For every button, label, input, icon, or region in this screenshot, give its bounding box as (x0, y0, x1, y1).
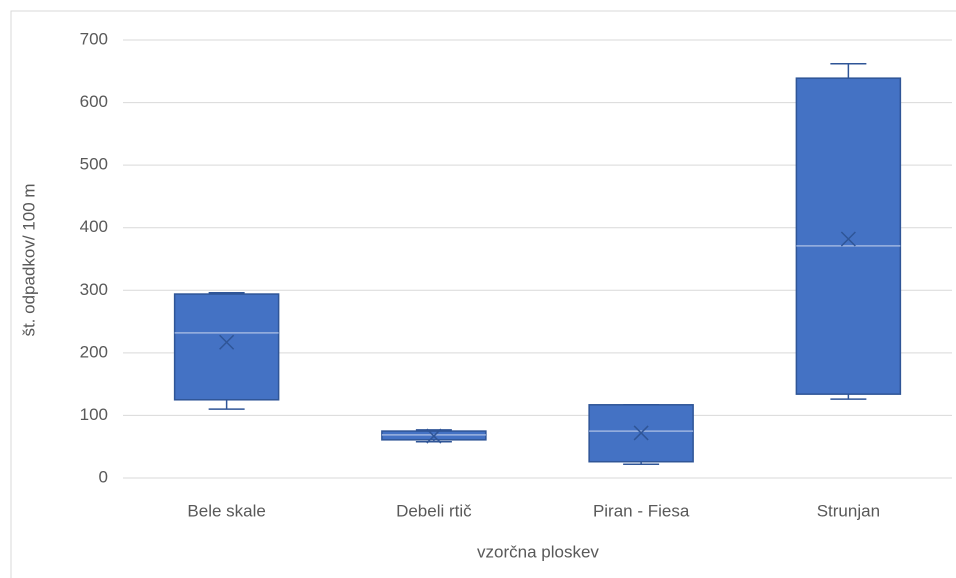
y-tick-label: 100 (80, 405, 108, 424)
y-axis-label: št. odpadkov/ 100 m (19, 183, 38, 336)
box (588, 404, 694, 463)
x-tick-label: Bele skale (187, 501, 265, 520)
box (795, 77, 902, 395)
mean-marker (633, 425, 649, 441)
y-tick-label: 300 (80, 280, 108, 299)
y-tick-label: 700 (80, 29, 108, 48)
y-tick-label: 600 (80, 92, 108, 111)
box (173, 293, 280, 401)
x-tick-label: Strunjan (817, 501, 880, 520)
x-tick-label: Debeli rtič (396, 501, 472, 520)
mean-marker (840, 231, 856, 247)
mean-marker (426, 428, 442, 444)
mean-marker (219, 334, 235, 350)
y-tick-label: 500 (80, 155, 108, 174)
y-tick-label: 0 (99, 467, 108, 486)
y-tick-label: 200 (80, 342, 108, 361)
x-axis-label: vzorčna ploskev (477, 542, 599, 561)
x-tick-label: Piran - Fiesa (593, 501, 690, 520)
y-tick-label: 400 (80, 217, 108, 236)
